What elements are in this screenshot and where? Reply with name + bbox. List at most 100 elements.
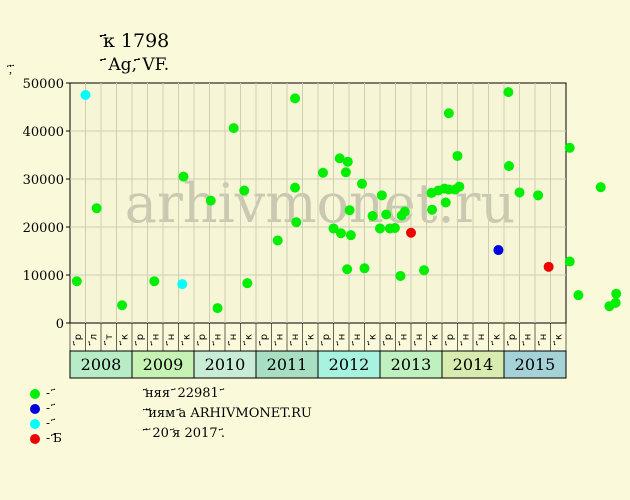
month-label: ҃к [552, 334, 564, 346]
year-band [317, 350, 381, 379]
month-label: ҃к [180, 334, 192, 346]
data-point [80, 90, 91, 100]
data-point [342, 264, 353, 275]
data-point [595, 182, 606, 193]
data-point [389, 222, 400, 233]
info-line-date: ҃҃҃ ҃ 20 ҃я 2017 ҃҃. [145, 426, 225, 441]
month-label: ҃н [537, 334, 549, 347]
chart-title: ҃҃҃҃҃҃к 1798 [103, 30, 170, 52]
data-point [503, 161, 514, 172]
data-point [419, 265, 430, 276]
legend-blue-dot-icon [30, 403, 40, 414]
data-point [503, 87, 514, 98]
data-point [239, 185, 250, 196]
legend-label: - ҃҃҃҃҃Б [46, 431, 62, 445]
data-point [205, 195, 216, 206]
data-point [178, 171, 189, 182]
month-label: ҃н [211, 334, 223, 347]
y-tick-label: 20000 [23, 221, 64, 236]
y-tick-label: 40000 [23, 125, 64, 140]
info-line-source: ҃ ҃҃҃҃иям ҃҃а ARHIVMONET.RU [145, 406, 312, 421]
y-tick-label: 30000 [23, 173, 64, 188]
legend-label: - ҃҃҃ [46, 386, 54, 400]
data-point [440, 197, 451, 208]
data-point [357, 178, 368, 189]
data-point [533, 190, 544, 201]
year-label: 2008 [81, 355, 122, 374]
data-point [328, 223, 339, 234]
data-point [290, 182, 301, 193]
year-label: 2013 [391, 355, 432, 374]
data-points [71, 87, 622, 314]
data-point [564, 256, 575, 267]
month-label: ҃к [490, 334, 502, 346]
month-label: ҃р [134, 334, 146, 346]
data-point [359, 263, 370, 274]
data-point [367, 210, 378, 221]
data-point [611, 288, 622, 299]
data-point [543, 261, 554, 272]
legend-item-cyan: - ҃҃҃ [30, 416, 53, 431]
year-band [69, 350, 133, 379]
month-label: ҃т [103, 334, 115, 346]
data-point [317, 167, 328, 178]
month-label: ҃к [304, 334, 316, 346]
month-label: ҃к [428, 334, 440, 346]
year-band [379, 350, 443, 379]
year-band [255, 350, 319, 379]
year-label: 2014 [453, 355, 494, 374]
data-point [340, 167, 351, 178]
year-label: 2015 [515, 355, 556, 374]
data-point [573, 290, 584, 301]
data-point [454, 181, 465, 192]
data-point [342, 156, 353, 167]
month-label: ҃к [242, 334, 254, 346]
legend-green-dot-icon [30, 388, 40, 399]
data-point [71, 276, 82, 287]
data-point [117, 300, 128, 311]
data-point [381, 209, 392, 220]
data-point [427, 204, 438, 215]
month-label: ҃р [72, 334, 84, 346]
chart-subtitle: ҃҃҃ Ag,҃҃҃ VF. [103, 55, 170, 75]
data-point [399, 206, 410, 217]
y-tick-label: 50000 [23, 77, 64, 92]
month-label: ҃р [382, 334, 394, 346]
data-point [452, 150, 463, 161]
data-point [493, 245, 504, 256]
data-point [443, 108, 454, 119]
data-point [291, 217, 302, 228]
month-label: ҃р [506, 334, 518, 346]
data-point [514, 187, 525, 198]
data-point [212, 303, 223, 314]
legend-red-dot-icon [30, 433, 40, 444]
data-point [149, 276, 160, 287]
month-label: ҃н [397, 334, 409, 347]
month-label: ҃р [320, 334, 332, 346]
month-label: ҃н [459, 334, 471, 347]
month-label: ҃л [87, 334, 99, 346]
data-point [345, 230, 356, 241]
data-point [177, 279, 188, 290]
data-point [610, 297, 621, 308]
data-point [272, 235, 283, 246]
data-point [335, 228, 346, 239]
month-label: ҃н [335, 334, 347, 347]
month-label: ҃р [258, 334, 270, 346]
month-label: ҃н [413, 334, 425, 347]
data-point [228, 123, 239, 134]
month-label: ҃н [165, 334, 177, 347]
month-label: ҃р [444, 334, 456, 346]
legend-item-blue: - ҃҃҃ [30, 401, 53, 416]
month-label: ҃к [366, 334, 378, 346]
y-axis-label: ҃҃,҃҃ [9, 62, 12, 76]
year-band [503, 350, 567, 379]
month-label: ҃р [196, 334, 208, 346]
y-tick-label: 10000 [23, 269, 64, 284]
year-band [131, 350, 195, 379]
year-label: 2009 [143, 355, 184, 374]
data-point [290, 93, 301, 104]
data-point [395, 270, 406, 281]
month-label: ҃н [227, 334, 239, 347]
